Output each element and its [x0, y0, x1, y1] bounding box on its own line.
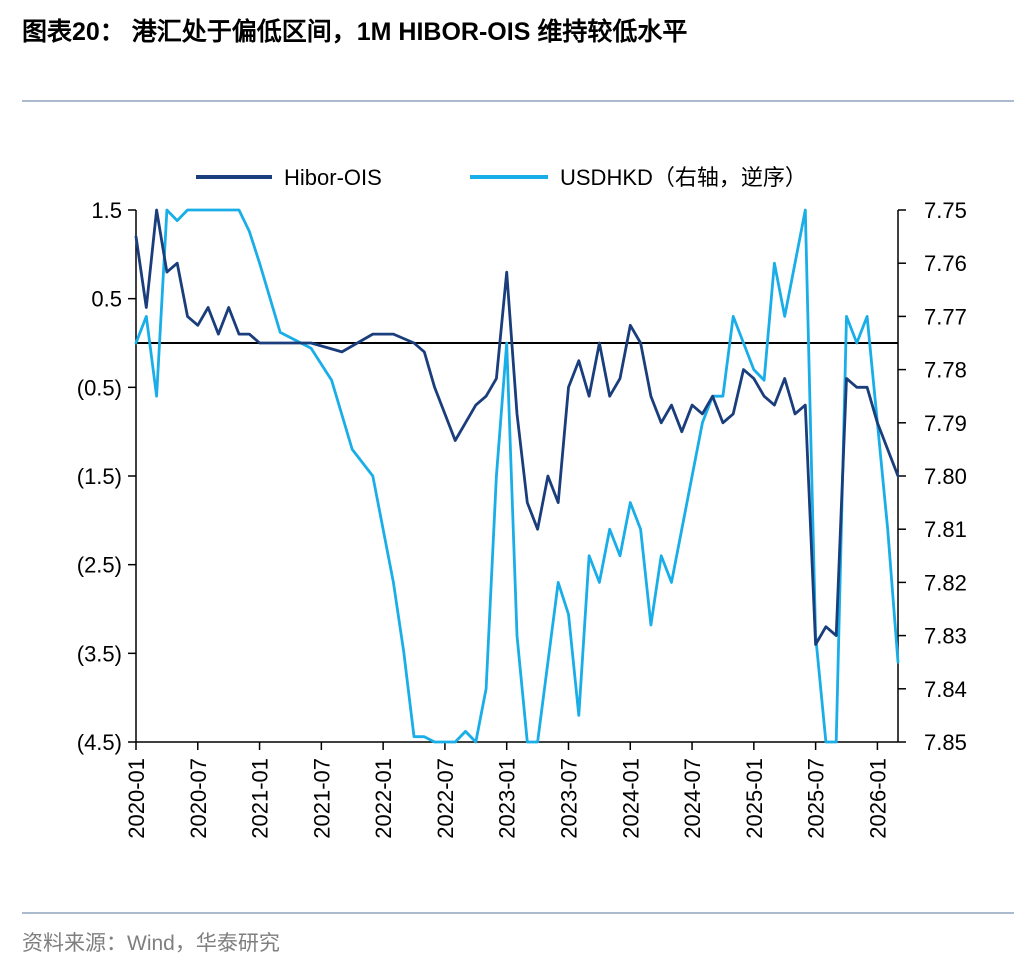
- right-tick-label: 7.79: [924, 411, 967, 436]
- x-tick-label: 2022-01: [371, 758, 396, 839]
- left-tick-label: (1.5): [77, 464, 122, 489]
- left-tick-label: 0.5: [91, 287, 122, 312]
- chart-legend: Hibor-OIS USDHKD（右轴，逆序）: [196, 165, 807, 190]
- x-tick-label: 2024-01: [618, 758, 643, 839]
- left-tick-label: (2.5): [77, 553, 122, 578]
- x-tick-label: 2024-07: [680, 758, 705, 839]
- title-divider: [22, 100, 1014, 102]
- legend-label-1: USDHKD（右轴，逆序）: [560, 165, 807, 190]
- left-tick-label: (3.5): [77, 641, 122, 666]
- left-tick-label: 1.5: [91, 198, 122, 223]
- x-tick-label: 2020-01: [124, 758, 149, 839]
- left-tick-label: (4.5): [77, 730, 122, 755]
- right-tick-label: 7.76: [924, 251, 967, 276]
- x-tick-label: 2026-01: [865, 758, 890, 839]
- right-tick-label: 7.78: [924, 358, 967, 383]
- right-tick-label: 7.75: [924, 198, 967, 223]
- legend-label-0: Hibor-OIS: [284, 165, 382, 190]
- right-tick-label: 7.82: [924, 570, 967, 595]
- right-tick-label: 7.85: [924, 730, 967, 755]
- right-tick-label: 7.84: [924, 677, 967, 702]
- x-tick-label: 2021-01: [248, 758, 273, 839]
- x-tick-label: 2022-07: [433, 758, 458, 839]
- left-tick-label: (0.5): [77, 375, 122, 400]
- footer-divider: [22, 912, 1014, 914]
- x-tick-label: 2023-01: [495, 758, 520, 839]
- plot-area: 1.5 0.5 (0.5) (1.5) (2.5) (3.5) (4.5) 7.75 7.76 7…: [77, 198, 967, 839]
- data-source: 资料来源：Wind，华泰研究: [22, 932, 280, 955]
- series-line-0: [134, 208, 900, 646]
- right-tick-label: 7.83: [924, 624, 967, 649]
- x-tick-label: 2025-01: [742, 758, 767, 839]
- right-tick-label: 7.77: [924, 304, 967, 329]
- x-tick-label: 2020-07: [186, 758, 211, 839]
- x-tick-label: 2025-07: [804, 758, 829, 839]
- series-line-1: [134, 208, 900, 744]
- right-tick-label: 7.81: [924, 517, 967, 542]
- x-tick-label: 2023-07: [556, 758, 581, 839]
- x-tick-label: 2021-07: [309, 758, 334, 839]
- chart-title: 图表20： 港汇处于偏低区间，1M HIBOR-OIS 维持较低水平: [22, 18, 688, 46]
- right-tick-label: 7.80: [924, 464, 967, 489]
